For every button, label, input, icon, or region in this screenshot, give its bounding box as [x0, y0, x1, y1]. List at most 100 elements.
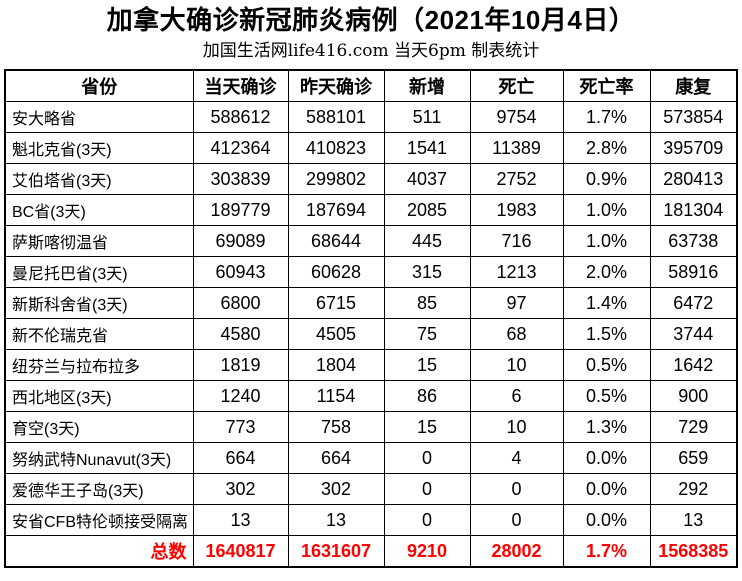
value-cell: 6800: [192, 287, 289, 319]
value-cell: 9754: [469, 101, 564, 133]
value-cell: 1.3%: [562, 411, 651, 443]
value-cell: 0.0%: [562, 504, 651, 536]
value-cell: 6715: [287, 287, 385, 319]
value-cell: 1.4%: [562, 287, 651, 319]
province-name-cell: 纽芬兰与拉布拉多: [4, 349, 194, 381]
table-total-row: 总数 1640817 1631607 9210 28002 1.7% 15683…: [4, 535, 738, 568]
value-cell: 2.8%: [562, 132, 651, 164]
value-cell: 68644: [287, 225, 385, 257]
table-row: 育空(3天) 773 758 15 10 1.3% 729: [4, 411, 738, 443]
value-cell: 1213: [469, 256, 564, 288]
value-cell: 511: [383, 101, 471, 133]
table-row: 安省CFB特伦顿接受隔离 13 13 0 0 0.0% 13: [4, 504, 738, 536]
value-cell: 4580: [192, 318, 289, 350]
value-cell: 11389: [469, 132, 564, 164]
header-yesterday-confirmed: 昨天确诊: [287, 69, 385, 102]
province-name-cell: 西北地区(3天): [4, 380, 194, 412]
value-cell: 716: [469, 225, 564, 257]
total-recovered: 1568385: [649, 535, 738, 568]
total-yesterday-confirmed: 1631607: [287, 535, 385, 568]
province-name-cell: 新不伦瑞克省: [4, 318, 194, 350]
value-cell: 187694: [287, 194, 385, 226]
value-cell: 0: [383, 504, 471, 536]
province-name-cell: 艾伯塔省(3天): [4, 163, 194, 195]
value-cell: 302: [192, 473, 289, 505]
value-cell: 10: [469, 349, 564, 381]
value-cell: 60943: [192, 256, 289, 288]
value-cell: 13: [287, 504, 385, 536]
total-today-confirmed: 1640817: [192, 535, 289, 568]
value-cell: 0.0%: [562, 442, 651, 474]
table-row: 魁北克省(3天) 412364 410823 1541 11389 2.8% 395709: [4, 132, 738, 164]
table-row: 努纳武特Nunavut(3天) 664 664 0 4 0.0% 659: [4, 442, 738, 474]
value-cell: 445: [383, 225, 471, 257]
covid-stats-table: 省份 当天确诊 昨天确诊 新增 死亡 死亡率 康复 安大略省 588612 5881…: [4, 69, 738, 568]
value-cell: 315: [383, 256, 471, 288]
value-cell: 1642: [649, 349, 738, 381]
value-cell: 900: [649, 380, 738, 412]
header-deaths: 死亡: [469, 69, 564, 102]
header-death-rate: 死亡率: [562, 69, 651, 102]
value-cell: 664: [287, 442, 385, 474]
value-cell: 0: [383, 473, 471, 505]
value-cell: 573854: [649, 101, 738, 133]
value-cell: 1.0%: [562, 225, 651, 257]
table-body: 安大略省 588612 588101 511 9754 1.7% 573854 魁北克省(3天…: [4, 101, 738, 536]
value-cell: 729: [649, 411, 738, 443]
value-cell: 189779: [192, 194, 289, 226]
value-cell: 85: [383, 287, 471, 319]
table-row: 新斯科舍省(3天) 6800 6715 85 97 1.4% 6472: [4, 287, 738, 319]
table-row: BC省(3天) 189779 187694 2085 1983 1.0% 181304: [4, 194, 738, 226]
header-new-cases: 新增: [383, 69, 471, 102]
value-cell: 97: [469, 287, 564, 319]
header-province: 省份: [4, 69, 194, 102]
value-cell: 410823: [287, 132, 385, 164]
table-row: 艾伯塔省(3天) 303839 299802 4037 2752 0.9% 280413: [4, 163, 738, 195]
value-cell: 1804: [287, 349, 385, 381]
value-cell: 0: [469, 504, 564, 536]
value-cell: 6: [469, 380, 564, 412]
value-cell: 2752: [469, 163, 564, 195]
value-cell: 58916: [649, 256, 738, 288]
table-row: 曼尼托巴省(3天) 60943 60628 315 1213 2.0% 58916: [4, 256, 738, 288]
value-cell: 63738: [649, 225, 738, 257]
province-name-cell: 努纳武特Nunavut(3天): [4, 442, 194, 474]
total-death-rate: 1.7%: [562, 535, 651, 568]
value-cell: 1154: [287, 380, 385, 412]
value-cell: 3744: [649, 318, 738, 350]
table-row: 爱德华王子岛(3天) 302 302 0 0 0.0% 292: [4, 473, 738, 505]
value-cell: 15: [383, 349, 471, 381]
table-row: 安大略省 588612 588101 511 9754 1.7% 573854: [4, 101, 738, 133]
table-row: 新不伦瑞克省 4580 4505 75 68 1.5% 3744: [4, 318, 738, 350]
value-cell: 68: [469, 318, 564, 350]
value-cell: 60628: [287, 256, 385, 288]
value-cell: 0: [383, 442, 471, 474]
value-cell: 2085: [383, 194, 471, 226]
value-cell: 1983: [469, 194, 564, 226]
value-cell: 4: [469, 442, 564, 474]
value-cell: 1.7%: [562, 101, 651, 133]
province-name-cell: BC省(3天): [4, 194, 194, 226]
value-cell: 0.5%: [562, 349, 651, 381]
value-cell: 303839: [192, 163, 289, 195]
value-cell: 664: [192, 442, 289, 474]
province-name-cell: 爱德华王子岛(3天): [4, 473, 194, 505]
value-cell: 2.0%: [562, 256, 651, 288]
total-new-cases: 9210: [383, 535, 471, 568]
value-cell: 773: [192, 411, 289, 443]
value-cell: 588612: [192, 101, 289, 133]
value-cell: 395709: [649, 132, 738, 164]
value-cell: 4037: [383, 163, 471, 195]
value-cell: 181304: [649, 194, 738, 226]
value-cell: 292: [649, 473, 738, 505]
province-name-cell: 育空(3天): [4, 411, 194, 443]
value-cell: 0.9%: [562, 163, 651, 195]
value-cell: 302: [287, 473, 385, 505]
table-row: 纽芬兰与拉布拉多 1819 1804 15 10 0.5% 1642: [4, 349, 738, 381]
value-cell: 13: [192, 504, 289, 536]
table-row: 萨斯喀彻温省 69089 68644 445 716 1.0% 63738: [4, 225, 738, 257]
province-name-cell: 新斯科舍省(3天): [4, 287, 194, 319]
value-cell: 0.0%: [562, 473, 651, 505]
value-cell: 588101: [287, 101, 385, 133]
page-subtitle: 加国生活网life416.com 当天6pm 制表统计: [202, 41, 540, 61]
